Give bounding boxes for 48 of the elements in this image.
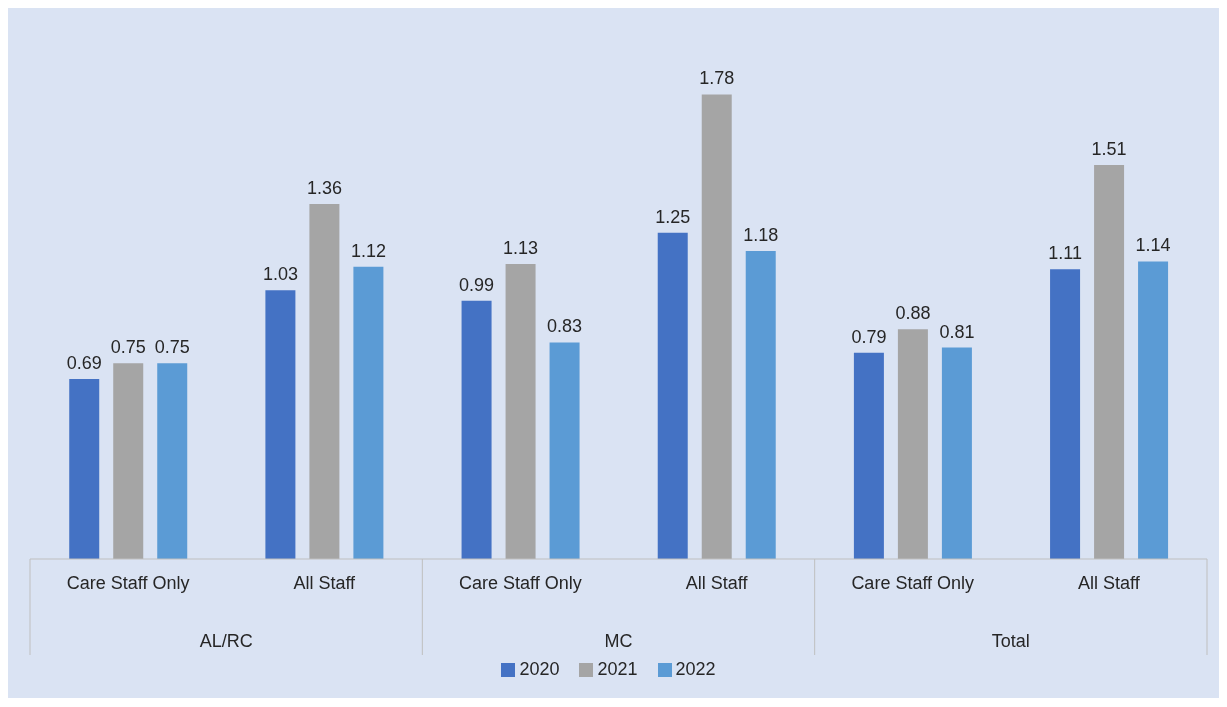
x-tick-label: All Staff [293,573,357,593]
data-label: 1.12 [350,240,386,261]
legend-label: 2020 [519,659,560,679]
x-tick-label: Care Staff Only [851,573,975,593]
bar [505,264,536,559]
bar [853,352,884,559]
data-label: 0.75 [154,337,190,358]
bar [1138,261,1169,559]
bar [701,94,732,559]
data-label: 1.14 [1135,235,1171,256]
data-label: 0.69 [66,352,102,373]
text: AL/RC [199,631,253,651]
bar [113,363,144,559]
legend-label: 2022 [675,659,716,679]
data-label: 1.11 [1048,243,1082,264]
bar [1094,164,1125,559]
bar [353,266,384,559]
bar [461,300,492,559]
data-label: 0.75 [110,337,146,358]
data-label: 1.51 [1091,138,1127,159]
data-label: 1.03 [262,264,298,285]
bar [1050,269,1081,559]
data-label: 1.78 [699,68,735,89]
bar [897,329,928,559]
bar [157,363,188,559]
data-label: 1.18 [743,225,779,246]
x-tick-label: Care Staff Only [459,573,582,593]
data-label: 0.88 [895,303,931,324]
data-label: 1.13 [503,238,539,259]
data-label: 0.99 [459,274,495,295]
bar [265,290,296,559]
text: Total [991,631,1030,651]
x-tick-label: All Staff [685,573,749,593]
bar [941,347,972,559]
text: MC [604,631,633,651]
legend-label: 2021 [597,659,638,679]
data-label: 0.79 [851,326,887,347]
bar [745,251,776,559]
data-label: 1.36 [306,178,342,199]
data-label: 1.25 [655,206,691,227]
bar [657,232,688,559]
bar [69,378,100,559]
bar [309,204,340,559]
data-label: 0.83 [547,316,583,337]
data-label: 0.81 [939,321,975,342]
x-tick-label: Care Staff Only [66,573,190,593]
bar [549,342,580,559]
x-tick-label: All Staff [1078,573,1141,593]
